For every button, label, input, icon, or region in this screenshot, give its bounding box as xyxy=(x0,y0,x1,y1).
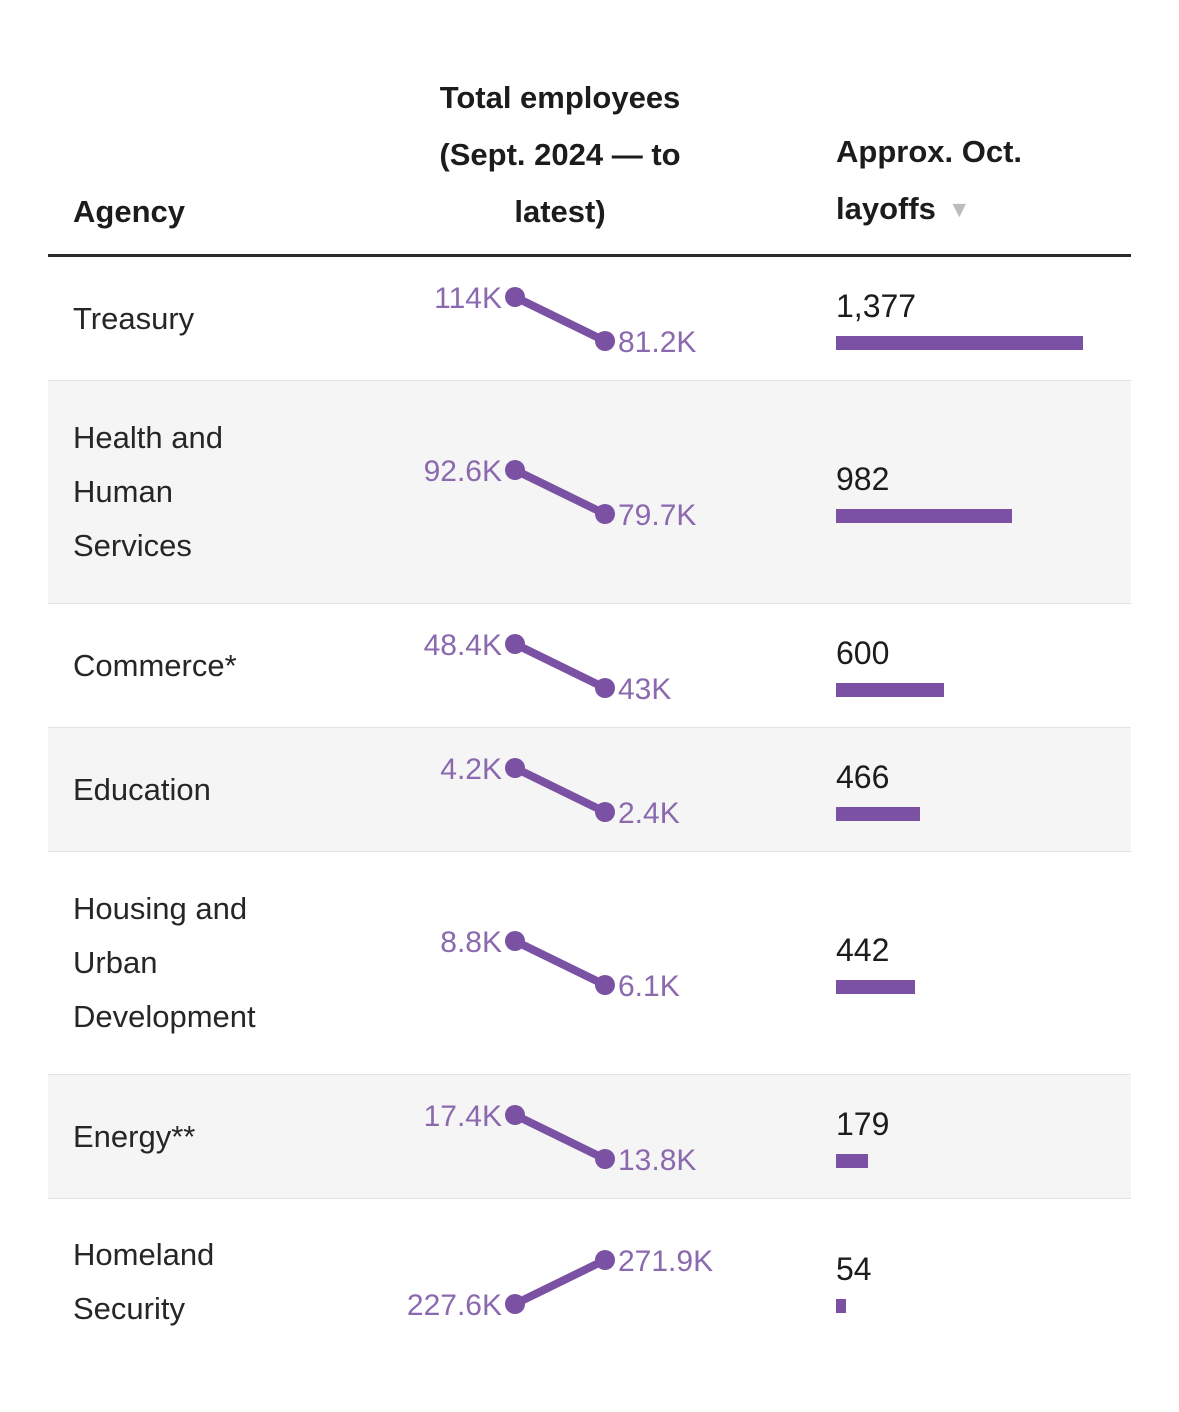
table-header-row: Agency Total employees (Sept. 2024 — to … xyxy=(48,69,1131,257)
employees-slope-chart: 114K 81.2K xyxy=(434,282,696,359)
employees-slope-chart: 92.6K 79.7K xyxy=(424,455,697,532)
layoffs-bar xyxy=(836,1153,868,1168)
table-body: Treasury 114K 81.2K 1,377 Health and Hum… xyxy=(48,257,1131,1364)
layoffs-bar xyxy=(836,1298,846,1313)
employees-cell: 92.6K 79.7K xyxy=(400,446,820,538)
layoffs-cell: 54 xyxy=(820,1251,1131,1313)
layoffs-cell: 600 xyxy=(820,635,1131,697)
employees-start-label: 4.2K xyxy=(440,753,502,786)
employees-slope-chart: 227.6K 271.9K xyxy=(407,1245,713,1322)
employees-slope-chart: 8.8K 6.1K xyxy=(440,926,680,1003)
agency-name: Health and Human Services xyxy=(73,420,223,563)
layoffs-cell: 442 xyxy=(820,932,1131,994)
agency-name: Treasury xyxy=(73,300,195,336)
agency-name: Energy** xyxy=(73,1118,196,1154)
slope-line xyxy=(513,763,607,816)
layoffs-cell: 466 xyxy=(820,759,1131,821)
column-header-layoffs[interactable]: Approx. Oct. layoffs ▼ xyxy=(820,123,1131,240)
column-header-agency[interactable]: Agency xyxy=(73,194,185,229)
slope-end-dot xyxy=(595,975,615,995)
employees-cell: 17.4K 13.8K xyxy=(400,1091,820,1183)
employees-end-label: 43K xyxy=(618,673,671,706)
layoffs-bar xyxy=(836,335,1083,350)
table-row: Housing and Urban Development 8.8K 6.1K … xyxy=(48,851,1131,1074)
layoffs-count: 600 xyxy=(836,634,890,671)
employees-cell: 4.2K 2.4K xyxy=(400,744,820,836)
slope-end-dot xyxy=(595,1249,615,1270)
layoffs-count: 982 xyxy=(836,461,890,497)
employees-end-label: 13.8K xyxy=(618,1144,696,1177)
sort-descending-icon[interactable]: ▼ xyxy=(947,196,971,222)
layoffs-header-word: layoffs xyxy=(836,191,936,226)
employees-cell: 8.8K 6.1K xyxy=(400,917,820,1009)
agency-name: Housing and Urban Development xyxy=(73,891,256,1034)
agency-name: Education xyxy=(73,771,211,807)
table-row: Homeland Security 227.6K 271.9K 54 xyxy=(48,1198,1131,1364)
table-row: Energy** 17.4K 13.8K 179 xyxy=(48,1074,1131,1198)
layoffs-header-line1: Approx. Oct. xyxy=(836,134,1023,169)
slope-end-dot xyxy=(595,330,615,351)
slope-start-dot xyxy=(505,460,525,480)
employees-end-label: 81.2K xyxy=(618,326,696,359)
agency-name: Homeland Security xyxy=(73,1236,215,1326)
table-row: Commerce* 48.4K 43K 600 xyxy=(48,603,1131,727)
employees-start-label: 114K xyxy=(434,282,502,315)
employees-start-label: 48.4K xyxy=(424,629,502,662)
layoffs-count: 442 xyxy=(836,932,890,968)
layoffs-count: 179 xyxy=(836,1105,890,1142)
slope-end-dot xyxy=(595,677,615,698)
slope-start-dot xyxy=(505,757,525,778)
slope-line xyxy=(513,1255,607,1308)
slope-start-dot xyxy=(505,931,525,951)
slope-line xyxy=(513,292,607,345)
slope-start-dot xyxy=(505,633,525,654)
slope-start-dot xyxy=(505,1104,525,1125)
layoffs-count: 54 xyxy=(836,1250,872,1287)
employees-end-label: 79.7K xyxy=(618,499,696,532)
table-row: Treasury 114K 81.2K 1,377 xyxy=(48,257,1131,380)
employees-slope-chart: 17.4K 13.8K xyxy=(424,1100,697,1177)
slope-line xyxy=(513,639,607,692)
layoffs-count: 1,377 xyxy=(836,287,917,324)
slope-end-dot xyxy=(595,1148,615,1169)
slope-line xyxy=(513,1110,607,1163)
employees-start-label: 8.8K xyxy=(440,926,502,959)
employees-cell: 48.4K 43K xyxy=(400,620,820,712)
employees-slope-chart: 48.4K 43K xyxy=(424,629,672,706)
employees-end-label: 6.1K xyxy=(618,970,680,1003)
layoffs-bar xyxy=(836,980,915,994)
slope-line xyxy=(513,466,607,518)
layoffs-bar xyxy=(836,682,944,697)
employees-end-label: 271.9K xyxy=(618,1245,713,1278)
layoffs-cell: 982 xyxy=(820,461,1131,523)
employees-cell: 227.6K 271.9K xyxy=(400,1236,820,1328)
table-row: Education 4.2K 2.4K 466 xyxy=(48,727,1131,851)
employees-end-label: 2.4K xyxy=(618,797,680,830)
slope-start-dot xyxy=(505,286,525,307)
slope-line xyxy=(513,937,607,989)
column-header-total-employees[interactable]: Total employees (Sept. 2024 — to latest) xyxy=(439,80,681,229)
layoffs-bar xyxy=(836,509,1012,523)
slope-end-dot xyxy=(595,504,615,524)
employees-cell: 114K 81.2K xyxy=(400,273,820,365)
slope-start-dot xyxy=(505,1293,525,1314)
employees-start-label: 17.4K xyxy=(424,1100,502,1133)
agency-name: Commerce* xyxy=(73,647,237,683)
layoffs-cell: 179 xyxy=(820,1106,1131,1168)
layoffs-bar xyxy=(836,806,920,821)
employees-start-label: 92.6K xyxy=(424,455,502,488)
slope-end-dot xyxy=(595,801,615,822)
employees-start-label: 227.6K xyxy=(407,1289,502,1322)
employees-slope-chart: 4.2K 2.4K xyxy=(440,753,680,830)
layoffs-count: 466 xyxy=(836,758,890,795)
layoffs-cell: 1,377 xyxy=(820,288,1131,350)
table-row: Health and Human Services 92.6K 79.7K 98… xyxy=(48,380,1131,603)
